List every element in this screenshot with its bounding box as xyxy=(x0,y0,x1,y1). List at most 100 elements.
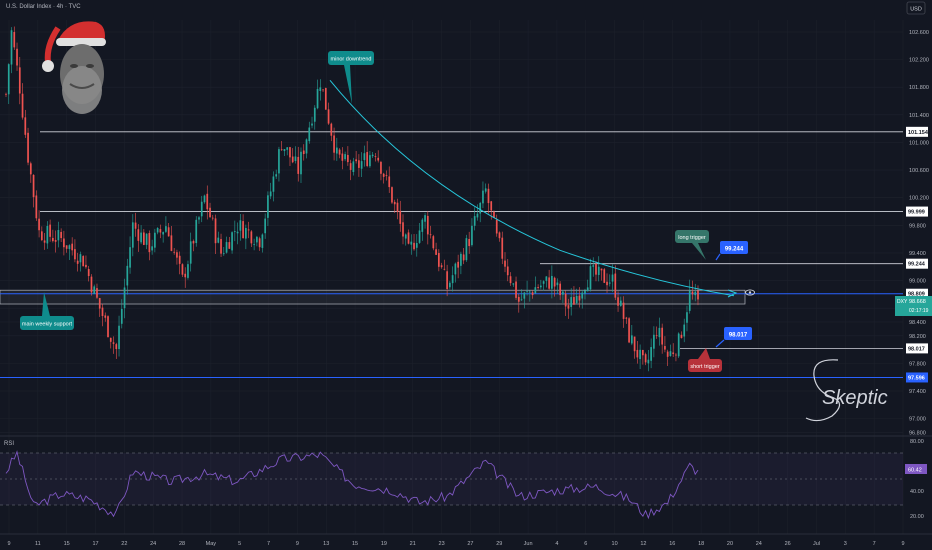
price-axis[interactable]: 102.600 102.200 101.800 101.400 101.000 100.6… xyxy=(909,30,929,436)
candle-body xyxy=(297,156,300,174)
candle-body xyxy=(531,292,534,296)
candle-body xyxy=(509,276,512,284)
candle-body xyxy=(239,220,242,231)
candle-body xyxy=(5,93,7,95)
candle-body xyxy=(109,337,112,342)
candle-body xyxy=(460,253,462,266)
candle-body xyxy=(178,255,181,264)
rsi-axis[interactable]: 80.00 40.00 20.00 60.42 xyxy=(905,439,927,520)
time-tick: 24 xyxy=(756,541,762,547)
currency-label: USD xyxy=(910,7,922,13)
candle-body xyxy=(211,217,214,219)
candle-body xyxy=(592,265,595,267)
candle-body xyxy=(65,245,68,249)
candle-body xyxy=(76,260,79,264)
candle-body xyxy=(101,307,104,316)
candle-body xyxy=(154,232,156,248)
candle-body xyxy=(421,219,424,232)
candle-body xyxy=(85,264,87,268)
candle-body xyxy=(672,352,675,354)
candle-body xyxy=(165,226,167,232)
signature-text: Skeptic xyxy=(822,387,888,409)
candle-body xyxy=(385,174,388,176)
candle-body xyxy=(222,253,225,255)
candle-body xyxy=(35,195,38,219)
candle-body xyxy=(107,316,109,338)
candle-body xyxy=(424,215,426,222)
rsi-title: RSI xyxy=(4,441,14,447)
time-tick: 6 xyxy=(584,541,587,547)
candle-body xyxy=(683,324,686,337)
candle-body xyxy=(578,295,581,301)
price-label: 98.809 xyxy=(908,292,925,298)
time-tick: 18 xyxy=(698,541,704,547)
time-tick: 4 xyxy=(555,541,558,547)
candle-body xyxy=(432,236,435,249)
price-tick: 101.400 xyxy=(909,113,929,119)
candle-body xyxy=(490,201,493,211)
candle-body xyxy=(418,230,421,243)
candle-body xyxy=(520,299,523,301)
candle-body xyxy=(391,187,393,203)
candle-body xyxy=(347,154,349,163)
candle-body xyxy=(644,354,647,363)
support-zone[interactable] xyxy=(0,289,746,305)
candle-body xyxy=(112,342,115,344)
candle-body xyxy=(471,225,473,246)
candle-body xyxy=(382,173,385,177)
candle-body xyxy=(462,254,465,261)
candle-body xyxy=(242,221,244,239)
minor-downtrend-callout[interactable]: minor downtrend xyxy=(328,51,374,104)
price-tick: 100.200 xyxy=(909,196,929,202)
candle-body xyxy=(129,247,131,268)
candle-body xyxy=(231,232,233,251)
candle-body xyxy=(308,127,311,142)
candle-body xyxy=(691,291,694,295)
candle-body xyxy=(606,281,608,286)
time-tick: Jun xyxy=(524,541,533,547)
main-weekly-support-callout[interactable]: main weekly support xyxy=(20,292,74,330)
candle-body xyxy=(156,228,159,233)
candle-body xyxy=(245,227,247,239)
candle-body xyxy=(636,349,639,358)
long-value-callout[interactable]: 99.244 xyxy=(715,241,748,261)
time-tick: May xyxy=(206,541,217,547)
price-tick: 102.600 xyxy=(909,30,929,36)
candle-body xyxy=(134,222,137,229)
candle-body xyxy=(7,64,10,95)
time-tick: 7 xyxy=(873,541,876,547)
time-tick: Jul xyxy=(813,541,820,547)
candle-body xyxy=(584,290,586,294)
time-tick: 24 xyxy=(150,541,156,547)
candle-body xyxy=(642,349,644,356)
candle-body xyxy=(98,298,101,309)
candle-body xyxy=(209,207,211,218)
candle-body xyxy=(264,218,267,234)
eye-icon[interactable] xyxy=(745,289,755,296)
price-label: 97.596 xyxy=(908,375,925,381)
candle-body xyxy=(658,327,661,338)
price-tick: 99.000 xyxy=(909,279,926,285)
candle-body xyxy=(214,218,217,244)
time-tick: 20 xyxy=(727,541,733,547)
price-tick: 101.800 xyxy=(909,85,929,91)
time-axis[interactable]: 9 11 15 17 22 24 28 May 5 7 9 13 15 19 21 23 27 29 Jun 4 6 10… xyxy=(7,541,904,547)
long-trigger-callout[interactable]: long trigger xyxy=(675,230,709,260)
short-trigger-callout[interactable]: short trigger xyxy=(688,348,722,372)
short-value-callout[interactable]: 98.017 xyxy=(715,327,752,348)
candle-body xyxy=(256,236,258,243)
candle-body xyxy=(694,291,697,296)
time-tick: 9 xyxy=(901,541,904,547)
price-tick: 98.200 xyxy=(909,334,926,340)
trendline[interactable] xyxy=(329,80,735,297)
candle-body xyxy=(13,32,16,48)
time-tick: 15 xyxy=(352,541,358,547)
candle-body xyxy=(358,160,360,168)
candle-body xyxy=(393,201,396,205)
currency-button[interactable]: USD xyxy=(906,1,926,15)
candle-body xyxy=(283,149,286,152)
candle-body xyxy=(429,234,432,236)
candle-body xyxy=(512,283,515,285)
candle-body xyxy=(181,264,184,275)
